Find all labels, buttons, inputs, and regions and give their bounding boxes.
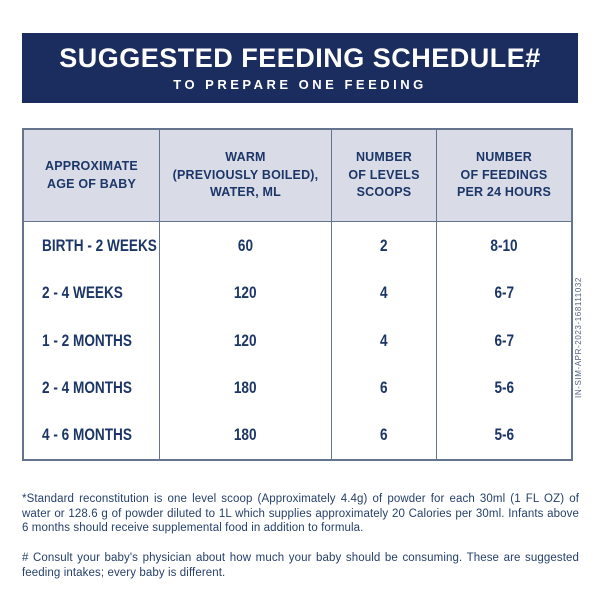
water-value: 60 — [237, 235, 254, 255]
feeding-schedule-table: APPROXIMATE AGE OF BABY WARM (PREVIOUSLY… — [22, 128, 573, 461]
water-cell: 180 — [160, 411, 332, 460]
scoops-cell: 2 — [332, 222, 437, 270]
age-cell: 1 - 2 MONTHS — [24, 316, 160, 365]
feedings-cell: 8-10 — [437, 222, 571, 269]
water-value: 120 — [234, 283, 257, 303]
scoops-cell: 4 — [332, 316, 437, 365]
feedings-value: 5-6 — [494, 377, 514, 397]
feedings-cell: 5-6 — [437, 412, 571, 459]
scoops-value: 4 — [380, 283, 388, 303]
feedings-cell: 5-6 — [437, 364, 571, 411]
water-value: 120 — [234, 330, 257, 350]
water-value: 180 — [234, 377, 257, 397]
scoops-cell: 6 — [332, 411, 437, 460]
table-row: 2 - 4 WEEKS 120 4 6-7 — [24, 269, 571, 317]
age-cell: BIRTH - 2 WEEKS — [24, 222, 160, 270]
age-cell: 2 - 4 WEEKS — [24, 269, 160, 317]
water-cell: 120 — [160, 269, 332, 317]
feedings-value: 6-7 — [494, 283, 514, 303]
age-value: 1 - 2 MONTHS — [42, 330, 132, 350]
water-cell: 120 — [160, 316, 332, 365]
scoops-value: 2 — [380, 235, 388, 255]
scoops-cell: 6 — [332, 364, 437, 412]
table-header-row: APPROXIMATE AGE OF BABY WARM (PREVIOUSLY… — [24, 130, 571, 223]
water-cell: 60 — [160, 222, 332, 270]
feedings-value: 6-7 — [494, 330, 514, 350]
scoops-value: 6 — [380, 425, 388, 445]
footnotes-section: *Standard reconstitution is one level sc… — [22, 492, 579, 596]
age-value: 2 - 4 MONTHS — [42, 377, 132, 397]
header-scoops: NUMBER OF LEVELS SCOOPS — [332, 130, 437, 223]
feedings-value: 5-6 — [494, 425, 514, 445]
table-row: 1 - 2 MONTHS 120 4 6-7 — [24, 316, 571, 365]
age-value: 2 - 4 WEEKS — [42, 283, 123, 303]
age-value: 4 - 6 MONTHS — [42, 425, 132, 445]
water-value: 180 — [234, 425, 257, 445]
age-cell: 4 - 6 MONTHS — [24, 411, 160, 460]
table-row: 2 - 4 MONTHS 180 6 5-6 — [24, 364, 571, 412]
feedings-cell: 6-7 — [437, 270, 571, 317]
scoops-value: 4 — [380, 330, 388, 350]
header-feedings: NUMBER OF FEEDINGS PER 24 HOURS — [437, 130, 571, 223]
water-cell: 180 — [160, 364, 332, 412]
footnote-consult-physician: # Consult your baby's physician about ho… — [22, 552, 579, 579]
banner-subtitle: TO PREPARE ONE FEEDING — [173, 76, 427, 92]
age-cell: 2 - 4 MONTHS — [24, 364, 160, 412]
table-row: BIRTH - 2 WEEKS 60 2 8-10 — [24, 222, 571, 270]
scoops-cell: 4 — [332, 269, 437, 317]
feedings-cell: 6-7 — [437, 317, 571, 364]
scoops-value: 6 — [380, 377, 388, 397]
feedings-value: 8-10 — [490, 235, 518, 255]
footnote-standard-reconstitution: *Standard reconstitution is one level sc… — [22, 493, 579, 535]
feeding-schedule-banner: SUGGESTED FEEDING SCHEDULE# TO PREPARE O… — [22, 33, 578, 103]
header-age: APPROXIMATE AGE OF BABY — [24, 130, 160, 223]
product-code-vertical-label: IN-SIM-APR-2023-168111032 — [574, 277, 583, 398]
header-water: WARM (PREVIOUSLY BOILED), WATER, ML — [160, 130, 332, 223]
age-value: BIRTH - 2 WEEKS — [42, 235, 157, 255]
banner-title: SUGGESTED FEEDING SCHEDULE# — [59, 43, 541, 74]
table-row: 4 - 6 MONTHS 180 6 5-6 — [24, 411, 571, 460]
